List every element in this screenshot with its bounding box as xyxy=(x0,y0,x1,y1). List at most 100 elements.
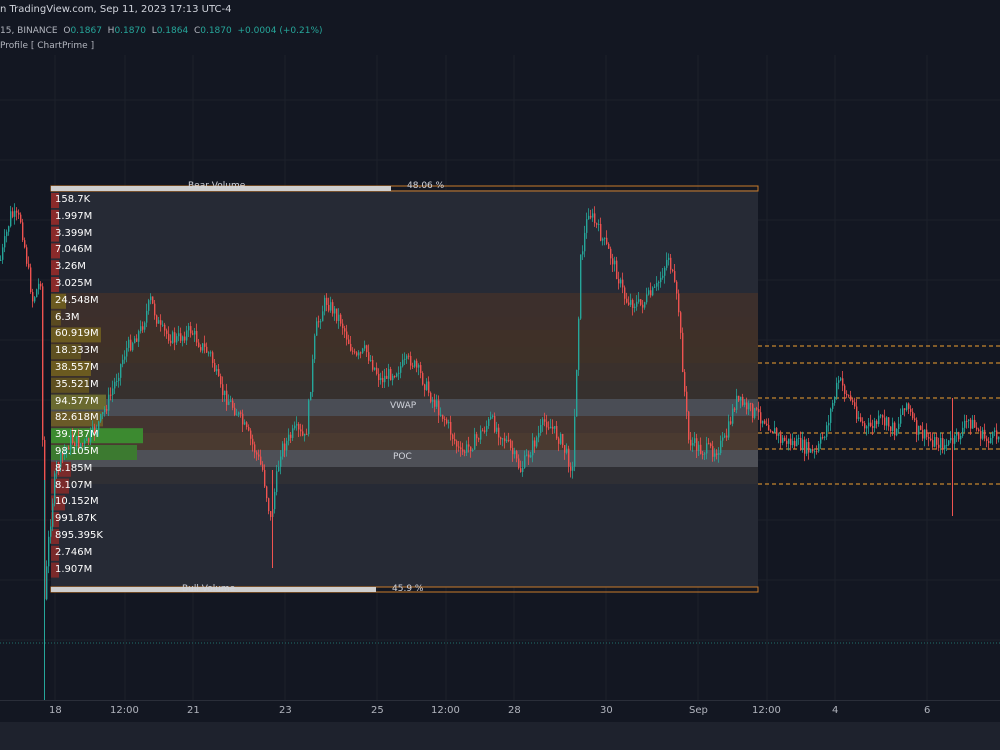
candle-body xyxy=(264,469,266,487)
candle-body xyxy=(116,381,118,383)
candle-body xyxy=(36,289,38,298)
candle-body xyxy=(174,332,176,343)
candle-body xyxy=(110,394,112,396)
bull-volume-fill xyxy=(51,587,376,592)
candle-body xyxy=(766,423,768,426)
candle-body xyxy=(846,393,848,396)
profile-level-label: 7.046M xyxy=(55,244,93,256)
candle-body xyxy=(804,439,806,454)
time-axis-label: 23 xyxy=(279,705,292,716)
candle-body xyxy=(768,425,770,431)
candle-body xyxy=(396,373,398,377)
candle-body xyxy=(756,408,758,410)
candle-body xyxy=(518,458,520,469)
candle-body xyxy=(432,400,434,402)
candle-body xyxy=(194,330,196,335)
profile-bar xyxy=(51,361,91,376)
candle-body xyxy=(630,300,632,305)
ohlc-legend: 15, BINANCE O0.1867 H0.1870 L0.1864 C0.1… xyxy=(0,26,323,36)
candle-body xyxy=(634,306,636,309)
candle-body xyxy=(208,352,210,354)
candle-body xyxy=(156,315,158,324)
candle-body xyxy=(588,215,590,220)
candle-body xyxy=(898,423,900,429)
candle-body xyxy=(922,429,924,439)
time-axis[interactable] xyxy=(0,700,1000,723)
candle-body xyxy=(356,352,358,356)
candle-body xyxy=(10,211,12,227)
candle-body xyxy=(4,236,6,248)
candle-body xyxy=(60,453,62,468)
candle-body xyxy=(686,391,688,412)
candle-body xyxy=(612,258,614,265)
candle-body xyxy=(450,421,452,435)
price-chart[interactable] xyxy=(0,0,1000,700)
profile-bar xyxy=(51,243,60,259)
candle-body xyxy=(516,451,518,459)
candle-body xyxy=(966,420,968,422)
close-value: 0.1870 xyxy=(200,26,232,36)
candle-body xyxy=(554,426,556,429)
candle-body xyxy=(274,491,276,510)
candle-body xyxy=(468,444,470,447)
candle-body xyxy=(214,362,216,372)
candle-body xyxy=(514,451,516,455)
high-value: 0.1870 xyxy=(114,26,146,36)
candle-body xyxy=(216,369,218,372)
candle-body xyxy=(528,454,530,458)
candle-body xyxy=(464,451,466,453)
candle-body xyxy=(328,304,330,311)
candle-body xyxy=(596,223,598,225)
candle-body xyxy=(370,360,372,362)
candle-body xyxy=(112,388,114,395)
candle-body xyxy=(368,352,370,361)
candle-body xyxy=(900,414,902,424)
candle-body xyxy=(128,339,130,348)
candle-body xyxy=(832,402,834,409)
candle-body xyxy=(150,296,152,301)
time-axis-label: 12:00 xyxy=(110,705,139,716)
candle-body xyxy=(106,409,108,411)
indicator-legend[interactable]: Profile [ ChartPrime ] xyxy=(0,41,94,51)
candle-body xyxy=(410,356,412,366)
candle-body xyxy=(524,455,526,468)
profile-bar xyxy=(51,529,59,544)
candle-body xyxy=(722,437,724,441)
candle-body xyxy=(476,434,478,439)
candle-body xyxy=(886,417,888,426)
profile-level-label: 1.997M xyxy=(55,210,93,222)
candle-body xyxy=(754,408,756,418)
candle-body xyxy=(238,412,240,415)
candle-body xyxy=(604,237,606,239)
candle-body xyxy=(566,448,568,453)
candle-body xyxy=(234,407,236,415)
candle-body xyxy=(626,298,628,303)
candle-body xyxy=(364,345,366,349)
candle-body xyxy=(618,279,620,284)
candle-body xyxy=(848,395,850,397)
candle-body xyxy=(954,435,956,444)
candle-body xyxy=(574,416,576,467)
candle-body xyxy=(298,424,300,430)
profile-bar xyxy=(51,545,59,561)
candle-body xyxy=(324,297,326,312)
candle-body xyxy=(154,303,156,316)
candle-body xyxy=(336,308,338,321)
candle-body xyxy=(676,281,678,294)
candle-body xyxy=(984,429,986,439)
candle-body xyxy=(926,429,928,438)
candle-body xyxy=(268,498,270,512)
candle-body xyxy=(300,429,302,432)
candle-body xyxy=(32,292,34,302)
candle-body xyxy=(980,431,982,439)
candle-body xyxy=(864,423,866,429)
candle-body xyxy=(822,437,824,439)
profile-bar xyxy=(51,209,59,225)
candle-body xyxy=(210,352,212,354)
candle-body xyxy=(556,426,558,439)
indicator-name[interactable]: Profile [ ChartPrime ] xyxy=(0,41,95,51)
candle-body xyxy=(474,434,476,450)
candle-body xyxy=(590,215,592,218)
time-axis-label: 18 xyxy=(49,705,62,716)
profile-level-label: 2.746M xyxy=(55,546,93,558)
